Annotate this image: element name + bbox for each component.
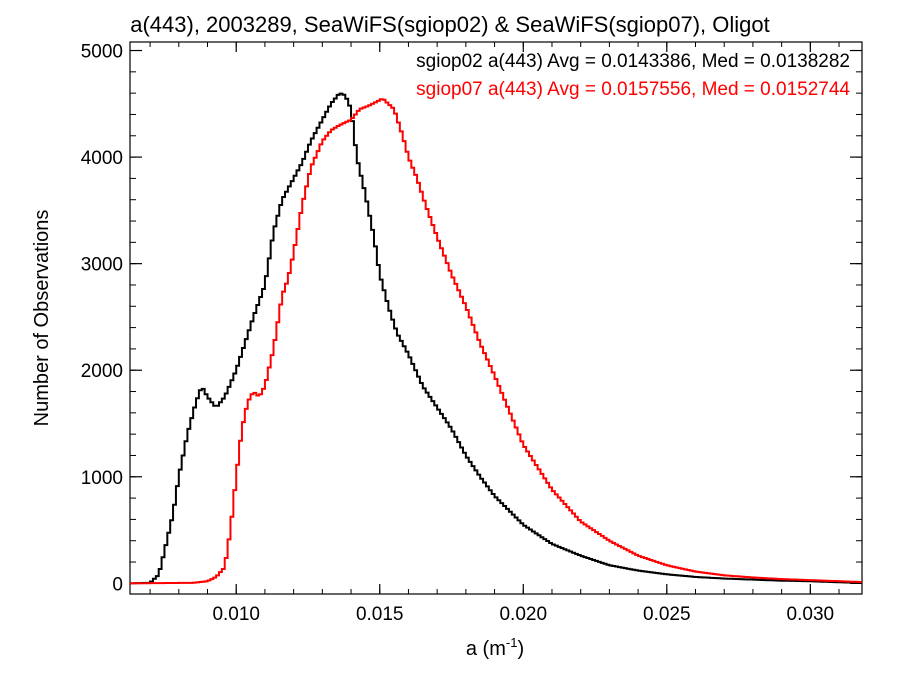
- plot-frame: [129, 41, 863, 595]
- y-tick-label: 1000: [81, 468, 123, 489]
- y-tick-label: 5000: [81, 42, 123, 63]
- y-tick-label: 4000: [81, 148, 123, 169]
- plot-area: [129, 41, 863, 595]
- x-tick-label: 0.010: [212, 604, 260, 625]
- series-line-0: [130, 92, 862, 585]
- y-tick-label: 0: [112, 574, 123, 595]
- x-axis-label-close: ): [517, 638, 524, 660]
- y-axis-label: Number of Observations: [31, 210, 53, 427]
- y-tick-label: 3000: [81, 255, 123, 276]
- legend-entry-sgiop02: sgiop02 a(443) Avg = 0.0143386, Med = 0.…: [416, 51, 850, 72]
- series-line-1: [130, 98, 862, 585]
- chart-title: a(443), 2003289, SeaWiFS(sgiop02) & SeaW…: [130, 12, 770, 37]
- x-axis-label-text: a (m: [466, 638, 506, 660]
- x-tick-label: 0.020: [499, 604, 547, 625]
- x-axis: 0.010 0.015 0.020 0.025 0.030: [149, 42, 840, 625]
- legend-entry-sgiop07: sgiop07 a(443) Avg = 0.0157556, Med = 0.…: [416, 79, 850, 100]
- y-tick-label: 2000: [81, 361, 123, 382]
- x-axis-label-superscript: -1: [506, 635, 518, 650]
- y-axis: 0 1000 2000 3000 4000 5000: [81, 42, 862, 595]
- x-axis-label: a (m-1): [466, 635, 524, 660]
- x-tick-label: 0.015: [356, 604, 404, 625]
- series-group: [130, 92, 862, 585]
- x-tick-label: 0.030: [787, 604, 835, 625]
- x-tick-label: 0.025: [643, 604, 691, 625]
